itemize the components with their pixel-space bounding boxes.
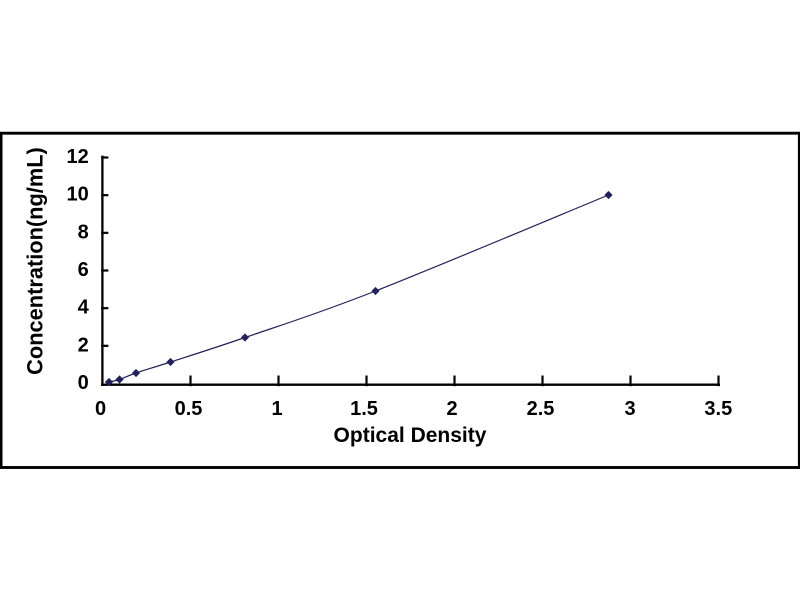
svg-text:4: 4 [78,297,90,319]
svg-text:12: 12 [67,146,89,168]
svg-text:0.5: 0.5 [175,398,203,420]
svg-text:0: 0 [95,398,106,420]
svg-text:0: 0 [78,372,89,394]
svg-text:2.5: 2.5 [527,398,555,420]
svg-text:1: 1 [271,398,282,420]
svg-text:2: 2 [78,334,89,356]
svg-text:2: 2 [446,398,457,420]
svg-text:3: 3 [624,398,635,420]
svg-text:6: 6 [78,259,89,281]
svg-text:Concentration(ng/mL): Concentration(ng/mL) [23,147,48,375]
svg-text:Optical Density: Optical Density [334,424,487,447]
svg-text:1.5: 1.5 [350,398,378,420]
svg-text:10: 10 [67,184,89,206]
svg-text:3.5: 3.5 [704,398,732,420]
svg-text:8: 8 [78,221,89,243]
